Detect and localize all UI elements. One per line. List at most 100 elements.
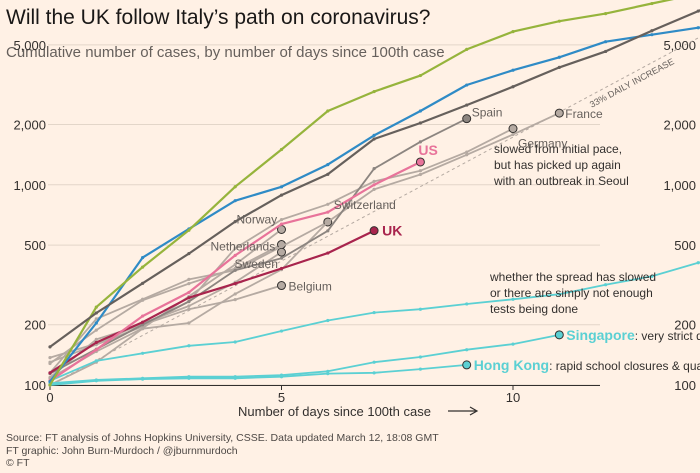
series-line-singapore <box>49 334 560 385</box>
series-end-marker-germany <box>508 124 518 134</box>
series-line-france <box>49 112 560 386</box>
data-point-netherlands <box>187 281 191 286</box>
data-point-hong-kong <box>418 367 422 371</box>
data-point-germany <box>279 218 284 222</box>
series-note-japan: whether the spread has slowed <box>489 270 656 284</box>
series-note-s-korea: slowed from initial pace, <box>494 142 622 156</box>
y-tick-label-right: 1,000 <box>663 178 696 193</box>
data-point-france <box>511 132 515 137</box>
x-tick-label: 10 <box>506 390 520 405</box>
series-line-netherlands <box>49 243 282 365</box>
data-point-uk <box>279 266 284 271</box>
series-label-switzerland: Switzerland <box>334 198 396 212</box>
data-point-japan <box>650 274 654 278</box>
data-point-italy <box>465 103 469 107</box>
data-point-italy <box>418 121 422 125</box>
data-point-japan <box>279 329 284 333</box>
data-point-spain <box>187 299 191 304</box>
data-point-hong-kong <box>326 372 330 376</box>
data-point-sweden <box>48 356 52 360</box>
data-point-italy <box>187 252 191 256</box>
data-point-s-korea <box>279 185 284 189</box>
data-point-s-korea <box>141 255 145 260</box>
data-point-spain <box>279 256 284 260</box>
data-point-japan <box>326 318 330 323</box>
data-point-spain <box>326 229 330 233</box>
data-point-iran <box>187 228 191 232</box>
series-line-uk <box>49 229 375 374</box>
data-point-sweden <box>187 304 191 308</box>
data-point-italy <box>48 345 52 349</box>
graphic-credit: FT graphic: John Burn-Murdoch / @jburnmu… <box>6 444 238 457</box>
data-point-italy <box>511 85 515 89</box>
y-tick-label-right: 100 <box>674 378 696 393</box>
y-tick-label-left: 200 <box>24 318 46 333</box>
data-point-us <box>94 348 98 352</box>
series-label-hong-kong: Hong Kong <box>474 357 549 373</box>
data-point-belgium <box>187 307 191 311</box>
series-end-marker-uk <box>369 226 379 236</box>
data-point-france <box>141 327 145 331</box>
chart-title: Will the UK follow Italy’s path on coron… <box>6 6 431 29</box>
data-point-uk <box>326 251 330 255</box>
series-label-norway: Norway <box>237 213 278 227</box>
data-point-italy <box>650 29 654 33</box>
series-note-s-korea: but has picked up again <box>494 158 621 172</box>
data-point-singapore <box>279 373 284 377</box>
data-point-s-korea <box>557 55 561 59</box>
data-point-japan <box>465 302 469 306</box>
series-line-spain <box>49 117 468 375</box>
data-point-singapore <box>418 355 422 359</box>
data-point-uk <box>48 371 52 375</box>
data-point-us <box>372 183 376 187</box>
data-point-s-korea <box>650 33 654 37</box>
data-point-uk <box>141 320 145 324</box>
data-point-france <box>326 220 330 224</box>
data-point-japan <box>511 297 515 301</box>
data-point-iran <box>604 12 608 16</box>
series-label-belgium: Belgium <box>289 280 332 294</box>
data-point-s-korea <box>233 199 237 203</box>
y-tick-label-right: 5,000 <box>663 38 696 53</box>
series-line-japan <box>49 261 700 382</box>
y-tick-label-left: 5,000 <box>13 38 46 53</box>
data-point-germany <box>372 179 376 183</box>
data-point-iran <box>141 265 145 269</box>
y-tick-label-right: 2,000 <box>663 118 696 133</box>
data-point-france <box>187 321 191 325</box>
data-point-singapore <box>465 348 469 352</box>
data-point-s-korea <box>372 133 376 137</box>
data-point-japan <box>604 283 608 287</box>
data-point-s-korea <box>604 40 608 44</box>
series-end-marker-us <box>415 157 425 167</box>
data-point-italy <box>696 9 700 13</box>
series-line-italy <box>49 9 700 348</box>
data-point-japan <box>94 359 98 363</box>
data-point-uk <box>187 296 191 300</box>
x-axis-arrow <box>448 406 479 416</box>
data-point-iran <box>511 30 515 34</box>
series-end-marker-france <box>554 108 564 118</box>
data-point-iran <box>372 89 376 94</box>
reference-line-label: 33% DAILY INCREASE <box>588 56 676 109</box>
data-point-italy <box>279 193 284 197</box>
series-label-france: France <box>565 107 603 121</box>
data-point-japan <box>372 310 376 315</box>
data-point-s-korea <box>94 321 98 325</box>
data-point-germany <box>326 202 330 206</box>
data-point-s-korea <box>696 26 700 30</box>
data-point-switzerland <box>94 317 98 321</box>
data-point-s-korea <box>418 109 422 113</box>
data-point-netherlands <box>94 328 98 332</box>
data-point-italy <box>372 137 376 141</box>
data-point-spain <box>233 268 237 272</box>
data-point-us <box>279 222 284 226</box>
data-point-switzerland <box>141 297 145 301</box>
data-point-germany <box>233 246 237 250</box>
data-point-singapore <box>94 378 98 382</box>
data-point-japan <box>696 261 700 265</box>
data-point-belgium <box>94 337 98 341</box>
data-point-spain <box>372 167 376 171</box>
series-end-marker-spain <box>462 114 472 124</box>
data-point-hong-kong <box>372 371 376 375</box>
